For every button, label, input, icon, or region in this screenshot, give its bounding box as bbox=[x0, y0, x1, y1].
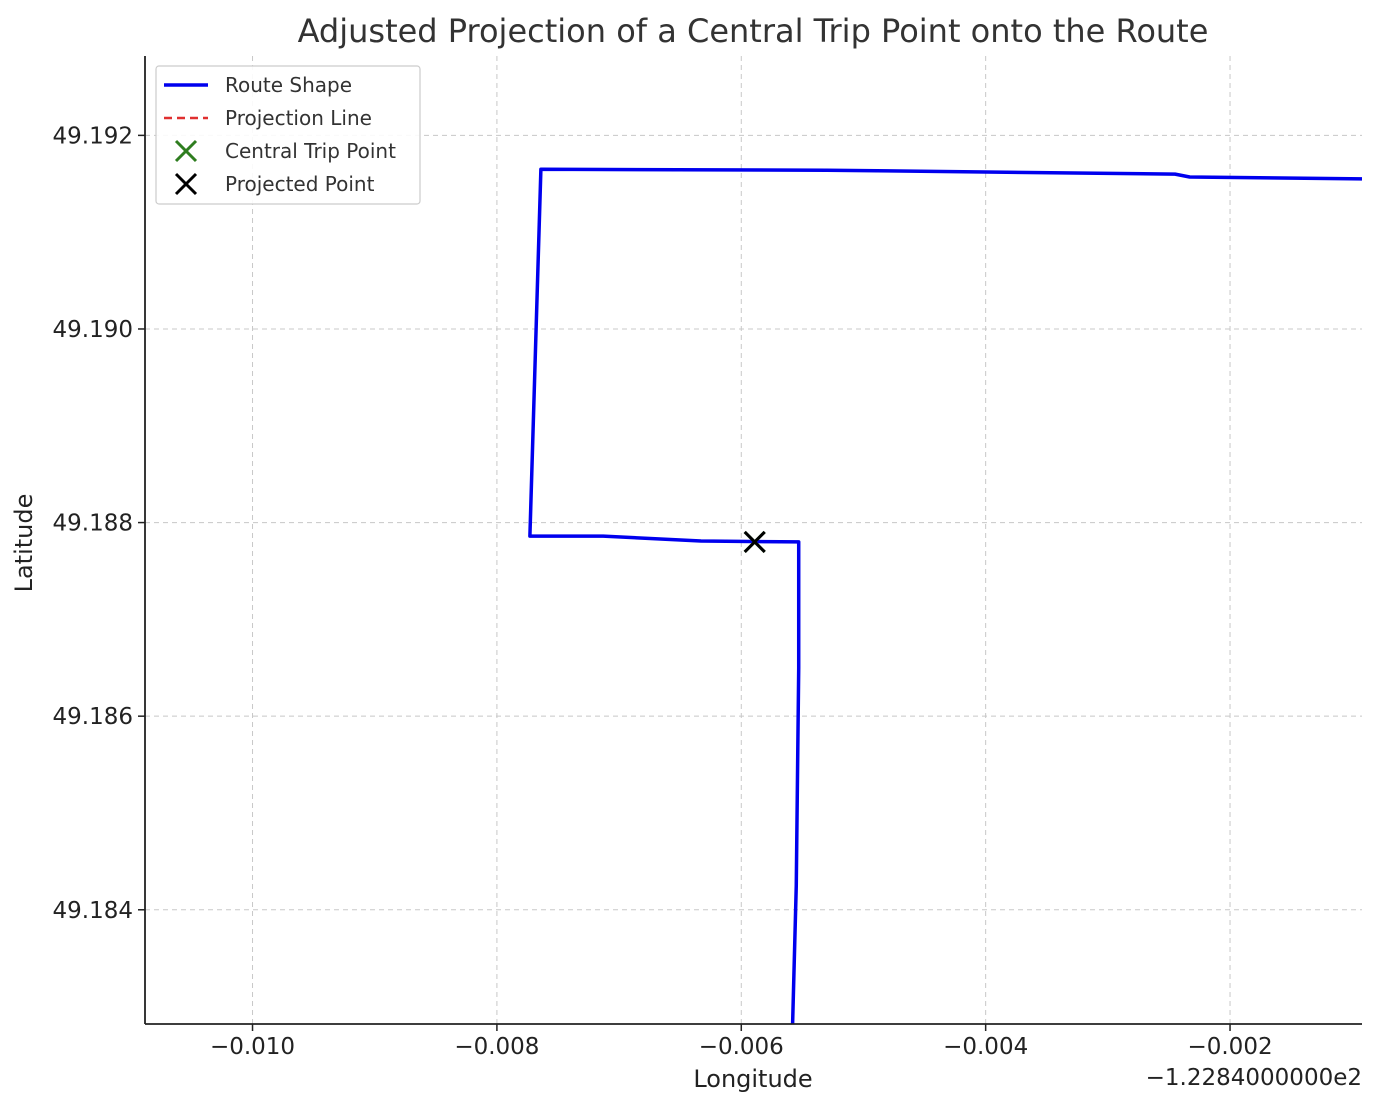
legend: Route Shape Projection Line Central Trip P… bbox=[155, 65, 421, 205]
legend-swatch-projected-point bbox=[174, 172, 198, 196]
x-axis-label: Longitude bbox=[693, 1065, 812, 1093]
x-tick-label: −0.010 bbox=[210, 1034, 295, 1060]
axes: −0.010 −0.008 −0.006 −0.004 −0.002 49.184 49.1… bbox=[53, 56, 1362, 1060]
route-shape-line bbox=[528, 167, 1362, 1024]
y-tick-label: 49.184 bbox=[53, 898, 133, 924]
legend-label-projection-line: Projection Line bbox=[225, 106, 372, 130]
x-tick-label: −0.002 bbox=[1187, 1034, 1272, 1060]
x-axis-offset-label: −1.2284000000e2 bbox=[1146, 1065, 1362, 1091]
x-tick-label: −0.006 bbox=[699, 1034, 784, 1060]
plot-series bbox=[528, 167, 1362, 1024]
y-axis-label: Latitude bbox=[10, 494, 38, 593]
legend-label-central-trip-point: Central Trip Point bbox=[225, 139, 396, 163]
legend-label-route-shape: Route Shape bbox=[225, 73, 352, 97]
legend-swatch-central-trip-point bbox=[174, 139, 198, 163]
y-tick-label: 49.192 bbox=[53, 123, 133, 149]
x-tick-label: −0.004 bbox=[943, 1034, 1028, 1060]
y-tick-label: 49.190 bbox=[53, 317, 133, 343]
y-tick-label: 49.186 bbox=[53, 704, 133, 730]
projected-point-marker bbox=[743, 530, 766, 553]
x-tick-label: −0.008 bbox=[454, 1034, 539, 1060]
legend-label-projected-point: Projected Point bbox=[225, 172, 375, 196]
y-tick-label: 49.188 bbox=[53, 511, 133, 537]
legend-box bbox=[155, 65, 421, 205]
chart-title: Adjusted Projection of a Central Trip Po… bbox=[298, 12, 1209, 50]
